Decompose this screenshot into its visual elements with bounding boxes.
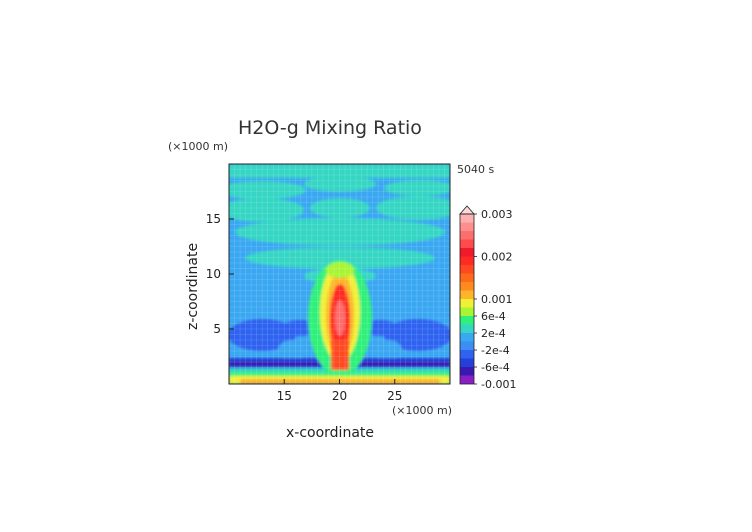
plume-stem [331,340,349,370]
dry-moist-1 [278,340,306,360]
colorbar-label: -0.001 [481,378,516,391]
colorbar-label: -6e-4 [481,361,510,374]
colorbar-segment [460,231,474,240]
plume-top [326,262,354,278]
x-tick-label: 15 [277,389,292,403]
colorbar-segment [460,333,474,342]
chart-title: H2O-g Mixing Ratio [238,117,422,139]
x-tick-label: 25 [387,389,402,403]
dry-layer-core-2 [360,362,450,366]
colorbar-label: 0.001 [481,293,513,306]
upper-band-2 [229,181,306,199]
plume-pink [335,300,345,336]
x-tick-label: 20 [332,389,347,403]
colorbar-segment [460,290,474,299]
colorbar-label: -2e-4 [481,344,510,357]
colorbar-segment [460,375,474,384]
y-axis-label: z-coordinate [185,243,201,330]
colorbar-segment [460,350,474,359]
dry-region-1 [229,319,296,351]
y-unit-label: (×1000 m) [168,140,228,153]
heatmap-field [229,164,450,384]
colorbar-segment [460,248,474,257]
colorbar-segment [460,273,474,282]
y-tick-label: 5 [213,322,221,336]
colorbar-segment [460,307,474,316]
colorbar-label: 6e-4 [481,310,506,323]
colorbar: 0.003 0.002 0.001 6e-4 2e-4 -2e-4 -6e-4 -0.001 [459,205,516,391]
colorbar-segment [460,299,474,308]
upper-band-3 [304,176,376,192]
colorbar-label: 0.002 [481,251,513,264]
colorbar-overflow-arrow [459,205,475,215]
colorbar-segment [460,239,474,248]
colorbar-segment [460,367,474,376]
colorbar-segment [460,341,474,350]
upper-band-1 [229,164,450,178]
dry-moist-2 [374,340,402,360]
dry-region-2 [384,319,450,351]
x-axis: 15 20 25 [277,379,402,403]
colorbar-segment [460,282,474,291]
time-label: 5040 s [457,163,494,176]
colorbar-label: 0.003 [481,208,513,221]
y-tick-label: 15 [206,212,221,226]
mid-layer-2 [245,247,435,269]
upper-band-7 [376,196,450,220]
colorbar-segment [460,214,474,223]
upper-band-6 [310,198,370,218]
upper-band-5 [229,198,304,222]
colorbar-segment [460,324,474,333]
y-tick-label: 10 [206,267,221,281]
colorbar-segment [460,222,474,231]
colorbar-segment [460,265,474,274]
x-axis-label: x-coordinate [286,425,374,441]
colorbar-segment [460,256,474,265]
colorbar-segment [460,316,474,325]
upper-band-4 [384,180,450,196]
colorbar-label: 2e-4 [481,327,506,340]
y-axis: 5 10 15 [206,212,234,336]
x-unit-label: (×1000 m) [392,404,452,417]
colorbar-segment [460,358,474,367]
dry-layer-core-1 [229,362,319,366]
mid-layer-1 [235,218,445,246]
fine-grid [229,164,450,384]
